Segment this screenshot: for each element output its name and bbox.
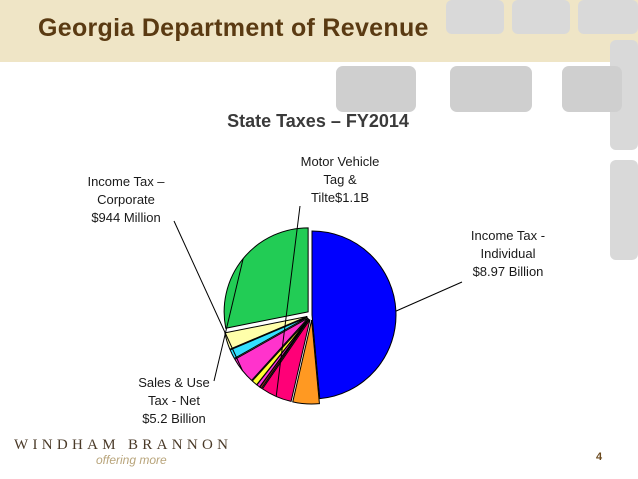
page-title: Georgia Department of Revenue <box>38 14 429 42</box>
slice-label: Income Tax – <box>87 174 165 189</box>
slice-label: Individual <box>481 246 536 261</box>
slice-label: $944 Million <box>91 210 160 225</box>
pie-slice <box>229 316 308 360</box>
deco-block <box>562 66 622 112</box>
pie-slice <box>251 318 310 386</box>
chart-title: State Taxes – FY2014 <box>227 111 409 131</box>
slice-label: Tax - Net <box>148 393 200 408</box>
slice-label: Sales & Use <box>138 375 210 390</box>
pie-slice <box>234 317 309 382</box>
deco-block <box>450 66 532 112</box>
footer-tagline: offering more <box>96 453 167 467</box>
pie-slice <box>292 319 320 405</box>
leader-line <box>213 258 244 382</box>
slice-label: $8.97 Billion <box>473 264 544 279</box>
deco-block <box>512 0 570 34</box>
slice-label: Income Tax - <box>471 228 545 243</box>
leader-line <box>395 281 463 312</box>
leader-line <box>173 220 243 371</box>
footer-logo: WINDHAM BRANNON <box>14 437 233 453</box>
deco-block <box>610 160 638 260</box>
slice-label: Motor Vehicle <box>301 154 380 169</box>
leader-line <box>275 205 301 397</box>
slice-label: Corporate <box>97 192 155 207</box>
deco-block <box>578 0 638 34</box>
slice-label: Tilte$1.1B <box>311 190 369 205</box>
slice-label: Tag & <box>323 172 357 187</box>
pie-slice <box>311 230 397 400</box>
deco-block <box>446 0 504 34</box>
deco-block <box>336 66 416 112</box>
slice-label: $5.2 Billion <box>142 411 206 426</box>
page-number: 4 <box>596 451 603 463</box>
